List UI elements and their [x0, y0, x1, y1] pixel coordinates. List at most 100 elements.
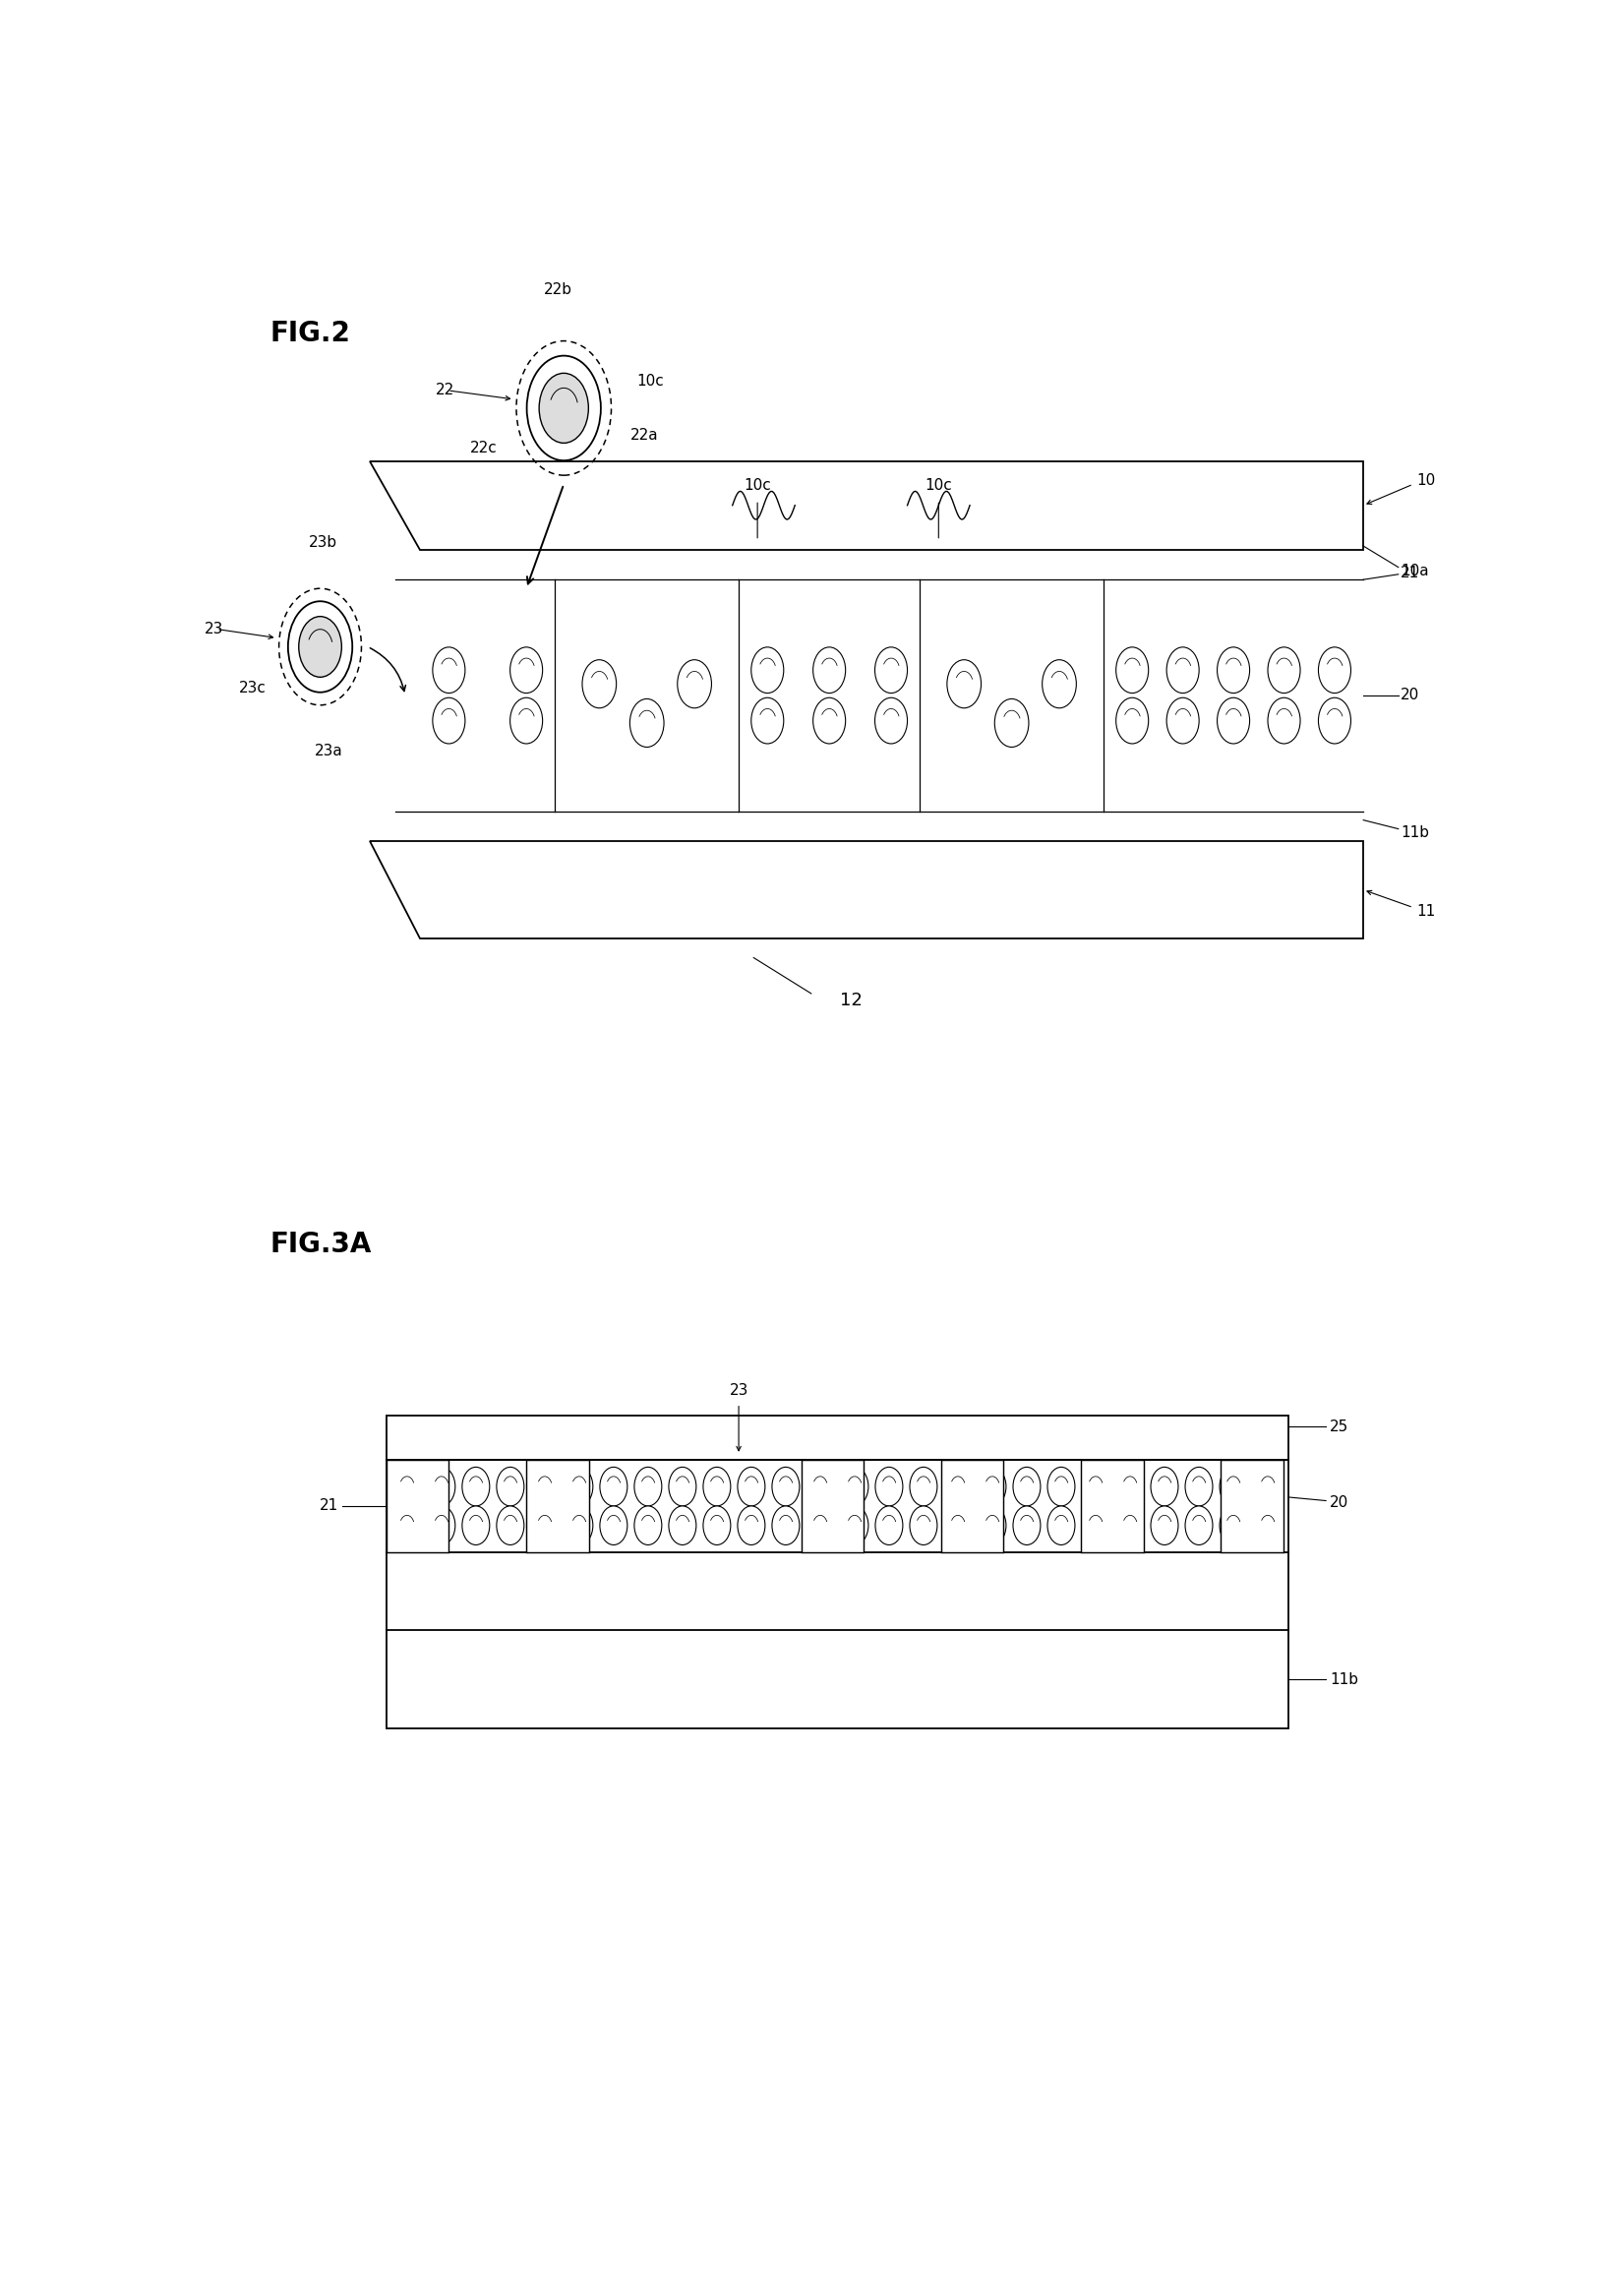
Circle shape	[1185, 1467, 1212, 1506]
Polygon shape	[1082, 1460, 1143, 1552]
Circle shape	[1048, 1506, 1075, 1545]
Circle shape	[995, 698, 1028, 746]
Circle shape	[1012, 1506, 1040, 1545]
Circle shape	[751, 647, 783, 693]
Circle shape	[1167, 698, 1199, 744]
Circle shape	[909, 1506, 937, 1545]
Circle shape	[634, 1467, 663, 1506]
Circle shape	[1151, 1506, 1178, 1545]
Text: 21: 21	[1401, 565, 1420, 581]
Circle shape	[527, 356, 601, 461]
Circle shape	[393, 1506, 421, 1545]
Circle shape	[738, 1467, 766, 1506]
Circle shape	[1185, 1506, 1212, 1545]
Circle shape	[909, 1467, 937, 1506]
Circle shape	[298, 615, 342, 677]
Polygon shape	[801, 1460, 864, 1552]
Circle shape	[772, 1467, 800, 1506]
Text: 21: 21	[321, 1499, 339, 1513]
Circle shape	[289, 602, 353, 693]
Polygon shape	[941, 1460, 1004, 1552]
Circle shape	[630, 698, 664, 746]
Circle shape	[945, 1467, 972, 1506]
Circle shape	[946, 659, 982, 707]
Circle shape	[566, 1506, 593, 1545]
Polygon shape	[371, 461, 1364, 549]
Circle shape	[530, 1467, 558, 1506]
Circle shape	[1048, 1467, 1075, 1506]
Circle shape	[463, 1506, 490, 1545]
Circle shape	[1043, 659, 1077, 707]
Circle shape	[1012, 1467, 1040, 1506]
Circle shape	[669, 1467, 696, 1506]
Circle shape	[875, 647, 908, 693]
Circle shape	[751, 698, 783, 744]
Circle shape	[393, 1467, 421, 1506]
Circle shape	[1151, 1467, 1178, 1506]
Circle shape	[509, 698, 543, 744]
Polygon shape	[371, 840, 1364, 939]
Circle shape	[1319, 647, 1351, 693]
Circle shape	[600, 1506, 627, 1545]
Circle shape	[738, 1506, 766, 1545]
Circle shape	[582, 659, 616, 707]
Circle shape	[427, 1467, 455, 1506]
Circle shape	[669, 1506, 696, 1545]
Circle shape	[875, 1506, 903, 1545]
Circle shape	[1217, 698, 1249, 744]
Circle shape	[841, 1467, 869, 1506]
Circle shape	[538, 374, 588, 443]
Text: 20: 20	[1330, 1495, 1349, 1511]
Circle shape	[806, 1506, 833, 1545]
Circle shape	[432, 647, 466, 693]
Text: 10c: 10c	[743, 478, 771, 494]
Circle shape	[1267, 647, 1301, 693]
Circle shape	[812, 698, 846, 744]
Circle shape	[1082, 1506, 1109, 1545]
Text: 11b: 11b	[1330, 1671, 1359, 1688]
Text: 20: 20	[1401, 689, 1420, 703]
Circle shape	[1267, 698, 1301, 744]
Circle shape	[1254, 1467, 1282, 1506]
Polygon shape	[387, 1417, 1288, 1460]
Circle shape	[677, 659, 711, 707]
Polygon shape	[1220, 1460, 1283, 1552]
Polygon shape	[526, 1460, 588, 1552]
Text: FIG.3A: FIG.3A	[271, 1231, 372, 1258]
Polygon shape	[387, 1630, 1288, 1729]
Text: 22: 22	[435, 383, 455, 397]
Circle shape	[1220, 1467, 1248, 1506]
Circle shape	[432, 698, 466, 744]
Circle shape	[1217, 647, 1249, 693]
Text: 12: 12	[840, 992, 862, 1010]
Circle shape	[509, 647, 543, 693]
Circle shape	[600, 1467, 627, 1506]
Text: 23: 23	[729, 1384, 748, 1398]
Text: 22a: 22a	[630, 427, 658, 443]
Text: 23a: 23a	[314, 744, 343, 758]
Circle shape	[1116, 647, 1148, 693]
Circle shape	[496, 1467, 524, 1506]
Text: 10: 10	[1417, 473, 1436, 489]
Text: 10c: 10c	[925, 478, 953, 494]
Circle shape	[1167, 647, 1199, 693]
Circle shape	[1117, 1467, 1145, 1506]
Circle shape	[945, 1506, 972, 1545]
Text: 10c: 10c	[637, 374, 664, 388]
Circle shape	[530, 1506, 558, 1545]
Circle shape	[703, 1467, 730, 1506]
Text: 22b: 22b	[543, 282, 572, 296]
Text: 10a: 10a	[1401, 563, 1428, 579]
Circle shape	[1116, 698, 1148, 744]
Circle shape	[875, 1467, 903, 1506]
Circle shape	[1254, 1506, 1282, 1545]
Text: 25: 25	[1330, 1419, 1349, 1433]
Circle shape	[1220, 1506, 1248, 1545]
Text: 23: 23	[205, 622, 222, 636]
Circle shape	[1117, 1506, 1145, 1545]
Circle shape	[1319, 698, 1351, 744]
Circle shape	[841, 1506, 869, 1545]
Circle shape	[634, 1506, 663, 1545]
Circle shape	[806, 1467, 833, 1506]
Circle shape	[978, 1467, 1006, 1506]
